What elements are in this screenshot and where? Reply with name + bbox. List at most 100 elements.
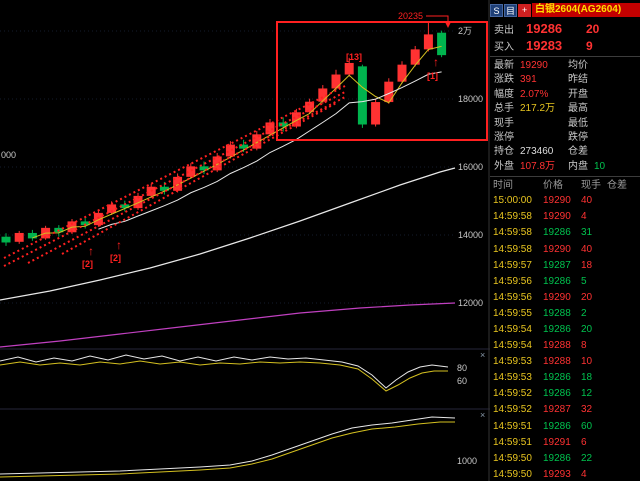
tick-price: 19290 bbox=[543, 195, 571, 207]
quote-field-row: 涨跌 391 昨结 bbox=[494, 73, 640, 87]
y-axis-label: 18000 bbox=[458, 94, 483, 104]
tick-time: 14:59:56 bbox=[493, 291, 532, 303]
bid-price[interactable]: 19283 bbox=[526, 38, 563, 53]
quote-field-row: 现手 最低 bbox=[494, 117, 640, 131]
tick-time: 14:59:52 bbox=[493, 388, 532, 400]
tick-time: 14:59:53 bbox=[493, 356, 532, 368]
tick-col-time: 时间 bbox=[493, 180, 513, 192]
quote-field-value bbox=[594, 59, 640, 73]
indicator-axis-label: 80 bbox=[457, 363, 467, 373]
quote-field-label: 仓差 bbox=[568, 146, 588, 158]
tick-time: 14:59:55 bbox=[493, 307, 532, 319]
quote-field-label: 最高 bbox=[568, 103, 588, 115]
y-axis-label: 2万 bbox=[458, 26, 472, 36]
tick-price: 19288 bbox=[543, 340, 571, 352]
tick-volume: 18 bbox=[581, 372, 593, 384]
tick-time: 14:59:51 bbox=[493, 436, 532, 448]
tick-time: 14:59:50 bbox=[493, 468, 532, 480]
tick-volume: 10 bbox=[581, 356, 593, 368]
quote-field-value bbox=[594, 131, 640, 145]
tick-row: 14:59:52 19287 32 bbox=[490, 402, 640, 418]
tick-row: 14:59:58 19286 31 bbox=[490, 225, 640, 241]
quote-field-value bbox=[594, 117, 640, 131]
quote-field-label: 最低 bbox=[568, 117, 588, 129]
tick-price: 19286 bbox=[543, 388, 571, 400]
quote-field-value: 107.8万 bbox=[520, 160, 556, 172]
tick-oi bbox=[607, 467, 640, 481]
y-axis-label: 14000 bbox=[458, 230, 483, 240]
tick-volume: 4 bbox=[581, 468, 587, 480]
panel-toolbar: S 目 + 白银2604(AG2604) bbox=[490, 2, 640, 18]
bid-label: 买入 bbox=[494, 42, 514, 53]
tick-volume: 32 bbox=[581, 404, 593, 416]
tick-price: 19290 bbox=[543, 291, 571, 303]
tick-oi bbox=[607, 402, 640, 418]
tick-row: 14:59:50 19293 4 bbox=[490, 467, 640, 481]
tick-price: 19290 bbox=[543, 211, 571, 223]
bid-volume: 9 bbox=[586, 39, 593, 53]
tick-table-header: 时间 价格 现手 仓差 bbox=[490, 179, 640, 193]
tick-oi bbox=[607, 338, 640, 354]
tick-price: 19291 bbox=[543, 436, 571, 448]
quote-field-value: 2.07% bbox=[520, 88, 549, 100]
y-axis-label: 16000 bbox=[458, 162, 483, 172]
tick-time: 14:59:56 bbox=[493, 275, 532, 287]
quote-fields: 最新 19290 均价 涨跌 391 昨结 幅度 2.07% 开盘 总手 217.2万 最高 现手 最低涨… bbox=[490, 59, 640, 174]
tick-col-price: 价格 bbox=[543, 180, 563, 192]
tick-row: 14:59:53 19286 18 bbox=[490, 370, 640, 386]
tick-volume: 6 bbox=[581, 436, 587, 448]
add-icon[interactable]: + bbox=[518, 3, 531, 17]
tick-price: 19286 bbox=[543, 452, 571, 464]
contract-title[interactable]: 白银2604(AG2604) bbox=[532, 3, 640, 17]
chart-area[interactable]: 2万 18000 16000 14000 12000 20235 ↑ [2] ↑ [2] [13] ↑… bbox=[0, 0, 490, 481]
tick-oi bbox=[607, 370, 640, 386]
quote-field-label: 最新 bbox=[494, 60, 514, 71]
tick-oi bbox=[607, 306, 640, 322]
tick-oi bbox=[607, 290, 640, 306]
tick-row: 15:00:00 19290 40 bbox=[490, 193, 640, 209]
tick-price: 19286 bbox=[543, 324, 571, 335]
tick-col-oi: 仓差 bbox=[607, 180, 627, 192]
high-price-label: 20235 bbox=[398, 11, 423, 21]
quote-field-value bbox=[594, 145, 640, 159]
quote-field-value: 19290 bbox=[520, 60, 548, 71]
tick-time: 14:59:58 bbox=[493, 227, 532, 239]
quote-field-value bbox=[520, 131, 568, 145]
quote-field-row: 持仓 273460 仓差 bbox=[494, 145, 640, 159]
quote-field-value bbox=[594, 88, 640, 102]
settings-s-icon[interactable]: S bbox=[490, 3, 503, 17]
list-view-icon[interactable]: 目 bbox=[504, 3, 517, 17]
quote-field-row: 幅度 2.07% 开盘 bbox=[494, 88, 640, 102]
tick-time: 14:59:54 bbox=[493, 324, 532, 335]
quote-field-label: 幅度 bbox=[494, 88, 514, 100]
tick-oi bbox=[607, 451, 640, 467]
tick-time: 14:59:52 bbox=[493, 404, 532, 416]
quote-field-row: 外盘 107.8万 内盘 10 bbox=[494, 160, 640, 174]
tick-time: 14:59:58 bbox=[493, 211, 532, 223]
tick-price: 19286 bbox=[543, 227, 571, 239]
tick-volume: 2 bbox=[581, 307, 587, 319]
tick-table-body[interactable]: 15:00:00 19290 40 14:59:58 19290 4 14:59:58 192… bbox=[490, 193, 640, 481]
quote-field-value: 391 bbox=[520, 74, 537, 86]
tick-volume: 60 bbox=[581, 420, 593, 432]
tick-oi bbox=[607, 209, 640, 225]
tick-oi bbox=[607, 242, 640, 258]
ask-price[interactable]: 19286 bbox=[526, 21, 563, 36]
quote-field-label: 外盘 bbox=[494, 160, 514, 172]
tick-time: 14:59:58 bbox=[493, 243, 532, 255]
tick-volume: 40 bbox=[581, 243, 593, 255]
divider bbox=[490, 56, 640, 57]
tick-time: 14:59:53 bbox=[493, 372, 532, 384]
tick-row: 14:59:51 19291 6 bbox=[490, 435, 640, 451]
quote-field-value bbox=[594, 73, 640, 87]
y-axis-label: 12000 bbox=[458, 298, 483, 308]
tick-oi bbox=[607, 258, 640, 274]
ask-volume: 20 bbox=[586, 22, 600, 36]
tick-oi bbox=[607, 225, 640, 241]
tick-row: 14:59:52 19286 12 bbox=[490, 386, 640, 402]
tick-price: 19288 bbox=[543, 356, 571, 368]
quote-field-label: 跌停 bbox=[568, 132, 588, 144]
tick-row: 14:59:58 19290 40 bbox=[490, 242, 640, 258]
quote-field-label: 现手 bbox=[494, 117, 514, 129]
